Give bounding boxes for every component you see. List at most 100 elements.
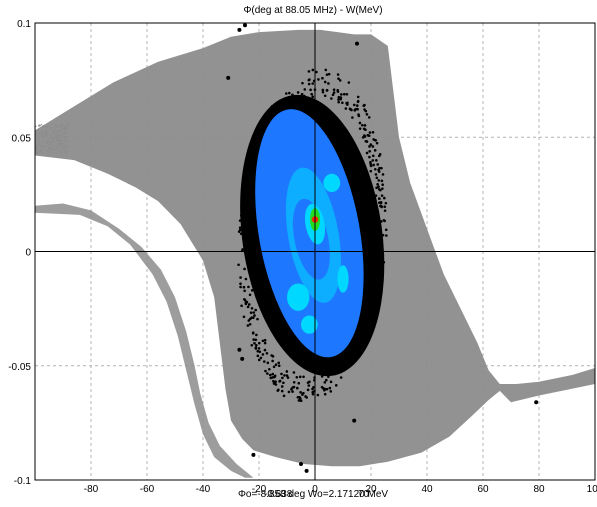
halo-particle bbox=[282, 394, 286, 398]
halo-particle bbox=[329, 390, 333, 393]
separatrix-speckle bbox=[67, 124, 70, 126]
halo-particle bbox=[299, 391, 302, 394]
halo-particle bbox=[238, 228, 242, 232]
outlier-point-4 bbox=[534, 400, 539, 405]
halo-particle bbox=[341, 367, 345, 370]
halo-particle bbox=[381, 254, 385, 257]
halo-particle bbox=[245, 225, 248, 228]
separatrix-speckle bbox=[58, 125, 61, 127]
halo-particle bbox=[361, 338, 365, 341]
separatrix-speckle bbox=[51, 126, 53, 129]
halo-particle bbox=[382, 218, 386, 222]
halo-particle bbox=[291, 390, 294, 393]
separatrix-speckle bbox=[64, 138, 67, 141]
separatrix-speckle bbox=[40, 149, 42, 151]
halo-particle bbox=[269, 376, 273, 380]
halo-particle bbox=[250, 188, 254, 192]
halo-particle bbox=[356, 95, 360, 99]
halo-particle bbox=[369, 169, 373, 173]
halo-particle bbox=[342, 92, 346, 96]
halo-particle bbox=[344, 107, 348, 110]
halo-particle bbox=[272, 365, 276, 369]
halo-particle bbox=[274, 383, 278, 386]
halo-particle bbox=[315, 70, 318, 74]
halo-particle bbox=[374, 194, 378, 197]
halo-particle bbox=[251, 169, 254, 172]
halo-particle bbox=[384, 201, 388, 205]
separatrix-speckle bbox=[63, 133, 66, 135]
halo-particle bbox=[373, 167, 377, 171]
halo-particle bbox=[325, 73, 329, 76]
halo-particle bbox=[254, 308, 257, 312]
halo-particle bbox=[364, 139, 368, 143]
halo-particle bbox=[263, 125, 267, 129]
halo-particle bbox=[331, 93, 335, 97]
separatrix-speckle bbox=[44, 125, 47, 127]
separatrix-speckle bbox=[40, 143, 43, 145]
halo-particle bbox=[285, 374, 289, 377]
halo-particle bbox=[307, 78, 311, 82]
halo-particle bbox=[381, 187, 384, 190]
halo-particle bbox=[237, 263, 240, 267]
halo-particle bbox=[254, 147, 257, 151]
halo-particle bbox=[375, 176, 379, 180]
halo-particle bbox=[278, 379, 282, 383]
halo-particle bbox=[373, 228, 376, 232]
halo-particle bbox=[301, 393, 304, 396]
halo-particle bbox=[375, 141, 379, 145]
halo-particle bbox=[290, 97, 294, 100]
outlier-point-1 bbox=[237, 27, 242, 32]
halo-particle bbox=[263, 341, 267, 345]
halo-particle bbox=[337, 363, 340, 366]
halo-particle bbox=[375, 215, 379, 219]
halo-particle bbox=[372, 238, 376, 242]
halo-particle bbox=[378, 256, 382, 260]
separatrix-speckle bbox=[53, 131, 55, 133]
separatrix-speckle bbox=[50, 128, 52, 130]
halo-particle bbox=[250, 343, 254, 347]
halo-particle bbox=[240, 214, 243, 217]
halo-particle bbox=[271, 372, 275, 376]
separatrix-speckle bbox=[46, 131, 49, 133]
halo-particle bbox=[359, 340, 363, 343]
halo-particle bbox=[248, 322, 252, 326]
x-tick-label-4: 0 bbox=[312, 484, 318, 495]
halo-particle bbox=[302, 375, 305, 379]
separatrix-speckle bbox=[59, 144, 62, 146]
halo-particle bbox=[377, 188, 381, 191]
halo-particle bbox=[242, 238, 245, 241]
halo-particle bbox=[375, 261, 378, 265]
halo-particle bbox=[375, 242, 378, 245]
separatrix-speckle bbox=[35, 134, 38, 136]
halo-particle bbox=[239, 232, 243, 236]
halo-particle bbox=[279, 106, 282, 110]
halo-particle bbox=[327, 375, 330, 378]
halo-particle bbox=[292, 380, 296, 384]
separatrix-speckle bbox=[47, 146, 49, 149]
halo-particle bbox=[365, 330, 369, 334]
separatrix-speckle bbox=[41, 132, 43, 134]
halo-particle bbox=[380, 274, 383, 278]
separatrix-speckle bbox=[42, 138, 44, 141]
separatrix-speckle bbox=[66, 150, 68, 153]
separatrix-speckle bbox=[56, 135, 58, 137]
halo-particle bbox=[282, 381, 285, 385]
separatrix-speckle bbox=[55, 133, 57, 136]
halo-particle bbox=[325, 89, 329, 92]
halo-particle bbox=[376, 163, 380, 166]
halo-particle bbox=[252, 185, 255, 189]
halo-particle bbox=[350, 347, 354, 351]
footer-overlap-text: -0.638 bbox=[264, 489, 293, 500]
separatrix-speckle bbox=[60, 132, 63, 135]
separatrix-speckle bbox=[63, 144, 66, 146]
halo-particle bbox=[242, 196, 246, 199]
halo-particle bbox=[328, 386, 332, 390]
halo-particle bbox=[300, 92, 304, 96]
halo-particle bbox=[248, 230, 252, 233]
separatrix-speckle bbox=[61, 147, 63, 149]
halo-particle bbox=[297, 399, 301, 402]
halo-particle bbox=[247, 168, 250, 172]
separatrix-speckle bbox=[46, 150, 48, 152]
halo-particle bbox=[371, 159, 375, 162]
halo-particle bbox=[239, 282, 242, 286]
